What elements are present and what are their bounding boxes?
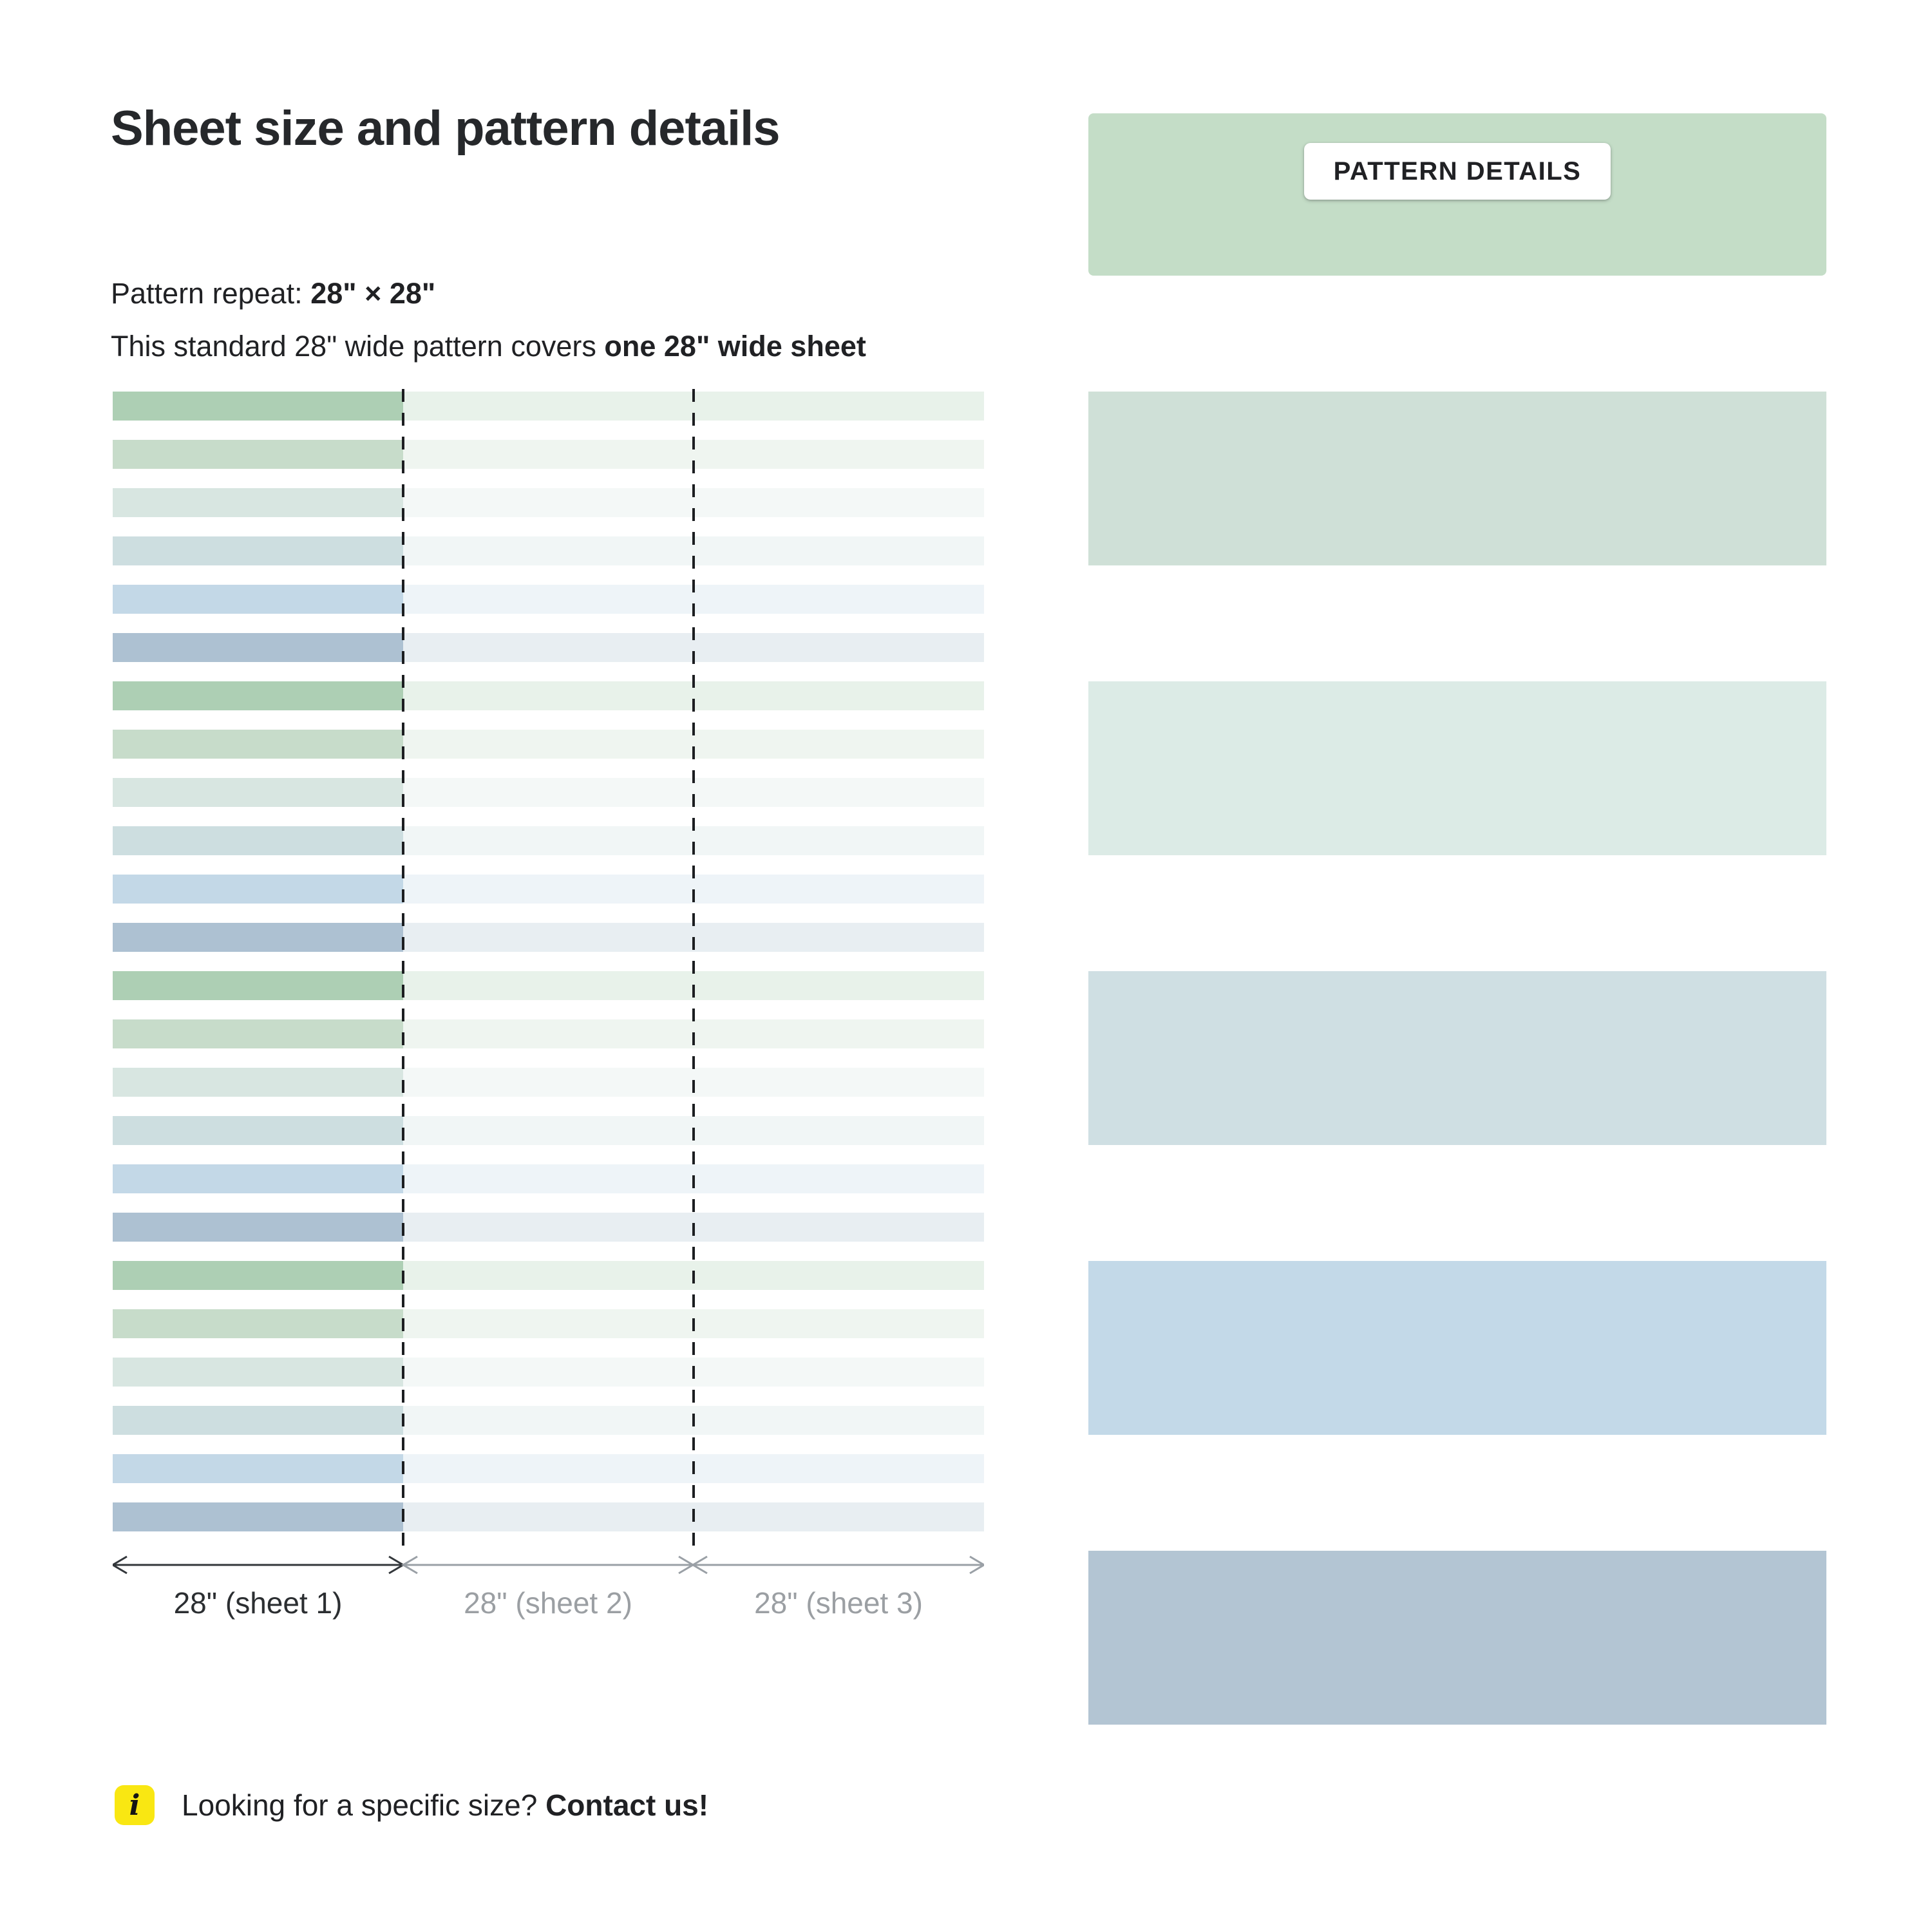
pattern-stripe (113, 1068, 984, 1097)
pattern-stripe (113, 536, 984, 565)
pattern-stripe-solid-part (113, 826, 403, 855)
pattern-stripe-solid-part (113, 1068, 403, 1097)
pattern-stripe-solid-part (113, 1309, 403, 1338)
pattern-stripe (113, 1213, 984, 1242)
sheet-cut-line-1 (402, 389, 404, 1546)
measurement-arrows (113, 1555, 984, 1575)
pattern-stripe (113, 1309, 984, 1338)
pattern-stripe-solid-part (113, 1406, 403, 1435)
pattern-details-header: PATTERN DETAILS (1088, 113, 1826, 276)
pattern-stripe-solid-part (113, 633, 403, 662)
pattern-stripe (113, 826, 984, 855)
pattern-stripe (113, 1164, 984, 1193)
pattern-stripe-solid-part (113, 971, 403, 1000)
info-note-text: Looking for a specific size? Contact us! (182, 1788, 708, 1823)
pattern-repeat-line: Pattern repeat: 28" × 28" (111, 277, 435, 310)
pattern-stripe-solid-part (113, 392, 403, 421)
color-swatch-4 (1088, 1261, 1826, 1435)
pattern-stripe-solid-part (113, 1213, 403, 1242)
pattern-stripe (113, 1406, 984, 1435)
pattern-stripe-solid-part (113, 1502, 403, 1531)
pattern-stripe (113, 1358, 984, 1387)
sheet-label-3: 28" (sheet 3) (754, 1586, 923, 1620)
pattern-stripe-solid-part (113, 488, 403, 517)
pattern-stripe (113, 971, 984, 1000)
pattern-stripe (113, 730, 984, 759)
coverage-bold: one 28" wide sheet (604, 330, 866, 363)
pattern-stripe-solid-part (113, 1454, 403, 1483)
pattern-stripe (113, 392, 984, 421)
pattern-stripe-solid-part (113, 1019, 403, 1048)
pattern-stripe (113, 681, 984, 710)
pattern-stripe (113, 1116, 984, 1145)
color-swatch-5 (1088, 1551, 1826, 1725)
pattern-stripe (113, 923, 984, 952)
pattern-stripe-solid-part (113, 730, 403, 759)
pattern-repeat-label: Pattern repeat: (111, 277, 303, 310)
sheet-label-2: 28" (sheet 2) (464, 1586, 632, 1620)
info-icon: i (115, 1785, 155, 1825)
pattern-stripe-solid-part (113, 1164, 403, 1193)
info-question: Looking for a specific size? (182, 1788, 538, 1822)
pattern-stripe (113, 1261, 984, 1290)
coverage-text: This standard 28" wide pattern covers (111, 330, 596, 363)
pattern-stripe (113, 1454, 984, 1483)
pattern-stripe-solid-part (113, 1116, 403, 1145)
pattern-stripe-solid-part (113, 923, 403, 952)
pattern-stripe-solid-part (113, 440, 403, 469)
pattern-stripe (113, 1019, 984, 1048)
color-swatch-3 (1088, 971, 1826, 1145)
color-swatch-2 (1088, 681, 1826, 855)
pattern-stripe (113, 1502, 984, 1531)
pattern-color-swatches (1088, 392, 1826, 1841)
pattern-stripe (113, 633, 984, 662)
pattern-stripe (113, 585, 984, 614)
pattern-stripe (113, 875, 984, 904)
sheet-pattern-stripes (113, 392, 984, 1551)
info-note: i Looking for a specific size? Contact u… (115, 1785, 708, 1825)
page-title: Sheet size and pattern details (111, 101, 781, 156)
pattern-stripe-solid-part (113, 681, 403, 710)
pattern-details-button[interactable]: PATTERN DETAILS (1303, 143, 1611, 200)
pattern-repeat-value: 28" × 28" (310, 277, 436, 310)
pattern-stripe-solid-part (113, 1261, 403, 1290)
pattern-stripe-solid-part (113, 585, 403, 614)
pattern-stripe (113, 488, 984, 517)
sheet-label-1: 28" (sheet 1) (173, 1586, 343, 1620)
pattern-stripe-solid-part (113, 778, 403, 807)
pattern-stripe (113, 778, 984, 807)
pattern-stripe-solid-part (113, 875, 403, 904)
color-swatch-1 (1088, 392, 1826, 565)
sheet-cut-line-2 (692, 389, 695, 1546)
pattern-stripe-solid-part (113, 536, 403, 565)
pattern-stripe (113, 440, 984, 469)
contact-us-link[interactable]: Contact us! (545, 1788, 709, 1822)
pattern-stripe-solid-part (113, 1358, 403, 1387)
coverage-line: This standard 28" wide pattern covers on… (111, 330, 866, 363)
